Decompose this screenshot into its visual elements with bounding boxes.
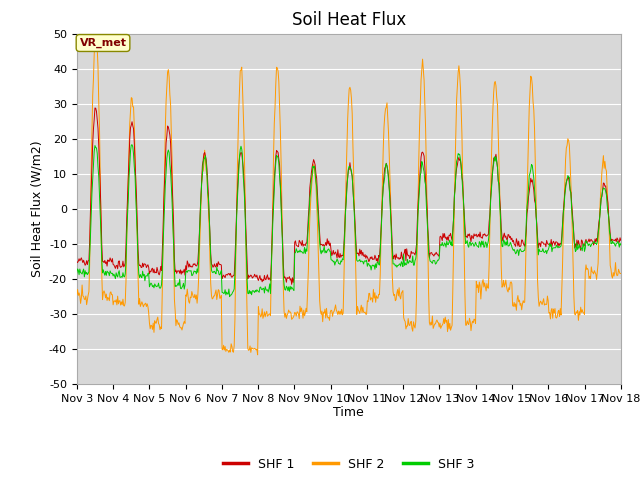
Legend: SHF 1, SHF 2, SHF 3: SHF 1, SHF 2, SHF 3	[218, 453, 479, 476]
Text: VR_met: VR_met	[79, 38, 127, 48]
Title: Soil Heat Flux: Soil Heat Flux	[292, 11, 406, 29]
X-axis label: Time: Time	[333, 407, 364, 420]
Y-axis label: Soil Heat Flux (W/m2): Soil Heat Flux (W/m2)	[30, 141, 44, 277]
